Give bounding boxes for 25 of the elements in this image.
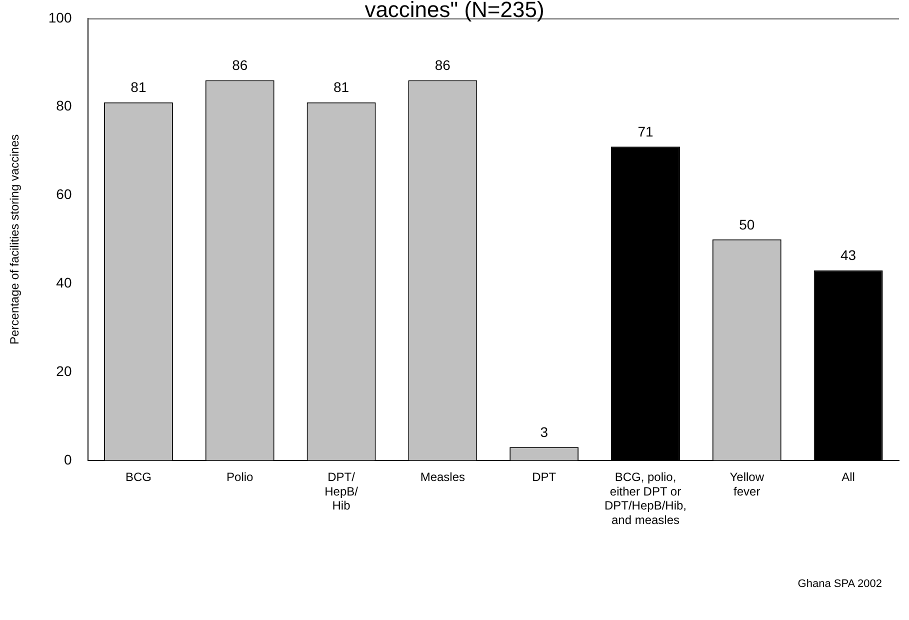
x-tick-label: Measles: [420, 470, 466, 484]
y-tick-label: 60: [56, 186, 72, 202]
y-tick-label: 0: [64, 451, 72, 468]
x-tick-label: All: [842, 470, 855, 484]
data-label: 81: [130, 79, 146, 96]
y-tick-label: 80: [56, 98, 72, 114]
y-tick-label: 20: [56, 362, 72, 379]
chart-title: vaccines" (N=235): [364, 0, 544, 22]
text: Ghana SPA 2002: [798, 578, 882, 590]
y-tick-label: 40: [56, 274, 72, 290]
x-tick-label: BCG: [125, 470, 152, 484]
data-label: 71: [638, 123, 654, 140]
y-axis-title: Percentage of facilities storing vaccines: [8, 134, 22, 344]
x-tick-label: Yellow fever: [730, 470, 764, 498]
data-label: 86: [434, 57, 451, 74]
y-tick-label: 100: [48, 9, 72, 26]
x-tick-label: BCG, polio, either DPT or DPT/HepB/Hib, and measles: [604, 470, 687, 528]
data-label: 43: [840, 247, 856, 264]
x-tick-label: DPT/ HepB/ Hib: [324, 470, 359, 513]
data-label: 3: [540, 424, 548, 440]
data-label: 50: [739, 216, 755, 232]
data-label: 86: [232, 57, 248, 74]
x-tick-label: Polio: [226, 470, 254, 484]
x-tick-label: DPT: [532, 470, 557, 484]
data-label: 81: [333, 79, 350, 96]
